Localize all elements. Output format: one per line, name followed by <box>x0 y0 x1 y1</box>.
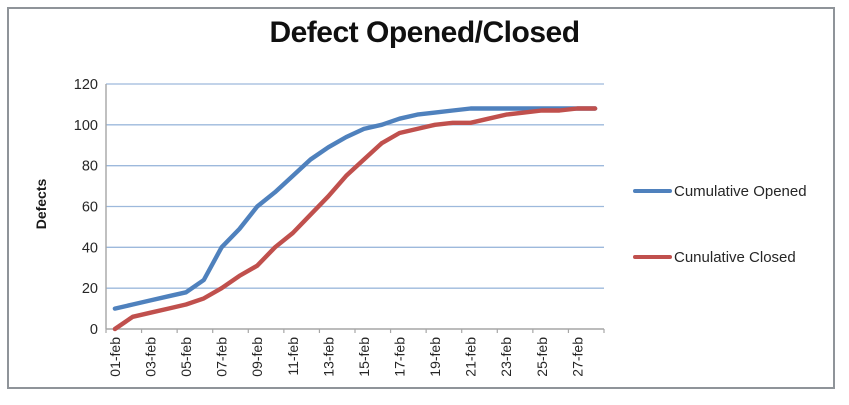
y-tick-label: 40 <box>82 240 98 256</box>
legend-line-swatch <box>633 188 672 194</box>
y-tick-label: 100 <box>74 118 98 134</box>
x-tick-label: 03-feb <box>142 337 158 377</box>
x-tick-label: 21-feb <box>463 337 479 377</box>
legend-item-cunulative-closed: Cunulative Closed <box>633 248 796 266</box>
legend-line-swatch <box>633 254 672 260</box>
series-line-cumulative-opened <box>112 106 598 311</box>
y-tick-label: 60 <box>82 200 98 216</box>
x-tick-label: 09-feb <box>249 337 265 377</box>
y-tick-label: 20 <box>82 281 98 297</box>
x-tick-label: 19-feb <box>427 337 443 377</box>
x-tick-label: 23-feb <box>498 337 514 377</box>
chart-border-frame <box>7 7 835 389</box>
x-tick-label: 05-feb <box>178 337 194 377</box>
legend-item-cumulative-opened: Cumulative Opened <box>633 182 807 200</box>
series-line-cunulative-closed <box>112 106 598 332</box>
y-tick-label: 0 <box>90 322 98 338</box>
x-tick-label: 27-feb <box>569 337 585 377</box>
y-tick-label: 80 <box>82 159 98 175</box>
x-tick-label: 15-feb <box>356 337 372 377</box>
x-tick-label: 17-feb <box>391 337 407 377</box>
y-tick-label: 120 <box>74 77 98 93</box>
legend-label: Cumulative Opened <box>674 182 807 200</box>
x-tick-label: 01-feb <box>107 337 123 377</box>
legend-label: Cunulative Closed <box>674 248 796 266</box>
x-tick-label: 25-feb <box>534 337 550 377</box>
chart-title: Defect Opened/Closed <box>269 16 580 49</box>
x-tick-label: 07-feb <box>214 337 230 377</box>
x-tick-label: 13-feb <box>320 337 336 377</box>
x-tick-label: 11-feb <box>285 337 301 376</box>
